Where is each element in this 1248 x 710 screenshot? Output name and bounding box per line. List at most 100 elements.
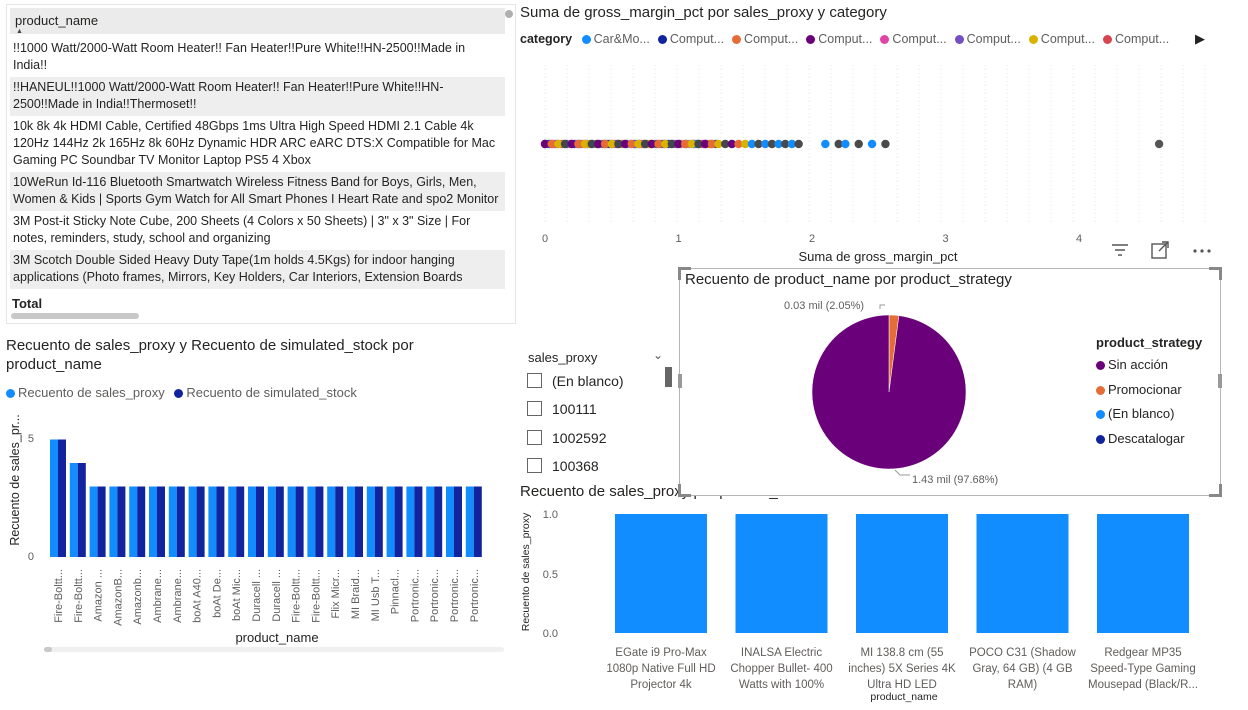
scatter-legend-item[interactable]: Comput... <box>880 32 947 46</box>
scatter-point[interactable] <box>767 139 777 149</box>
bar[interactable] <box>315 486 324 558</box>
resize-side-handle[interactable] <box>1218 374 1222 388</box>
checkbox[interactable] <box>527 430 542 445</box>
vertical-scrollbar-thumb[interactable] <box>505 10 513 18</box>
bar[interactable] <box>335 486 344 558</box>
table-row[interactable]: 3M Scotch Double Sided Heavy Duty Tape(1… <box>10 250 505 289</box>
scatter-point[interactable] <box>627 139 636 149</box>
table-row[interactable]: !!HANEUL!!1000 Watt/2000-Watt Room Heate… <box>10 77 505 116</box>
scatter-point[interactable] <box>701 139 710 149</box>
bar[interactable] <box>137 486 146 558</box>
scatter-point[interactable] <box>680 139 690 149</box>
bar[interactable] <box>366 486 375 558</box>
bar[interactable] <box>58 439 66 558</box>
scatter-point[interactable] <box>727 139 737 149</box>
scatter-point[interactable] <box>687 139 697 149</box>
table-row[interactable]: 3M Post-it Sticky Note Cube, 200 Sheets … <box>13 214 471 245</box>
scatter-point[interactable] <box>881 139 890 149</box>
scatter-point[interactable] <box>714 139 723 149</box>
scatter-point[interactable] <box>747 139 757 149</box>
scatter-point[interactable] <box>634 139 643 149</box>
scatter-legend-item[interactable]: Comput... <box>806 32 872 46</box>
bar[interactable] <box>69 463 78 557</box>
bar[interactable] <box>473 486 482 558</box>
scatter-point[interactable] <box>540 139 550 149</box>
table-row[interactable]: !!1000 Watt/2000-Watt Room Heater!! Fan … <box>13 41 466 72</box>
bar[interactable] <box>236 486 245 558</box>
bar[interactable] <box>327 486 336 558</box>
bar[interactable] <box>446 486 454 558</box>
checkbox[interactable] <box>527 458 542 473</box>
slicer-item[interactable]: 1002592 <box>527 430 607 446</box>
bar[interactable] <box>454 486 462 558</box>
bar[interactable] <box>295 486 304 558</box>
resize-corner-handle[interactable] <box>1209 267 1222 280</box>
bar[interactable] <box>426 486 435 558</box>
filter-icon[interactable] <box>1110 240 1130 260</box>
pie-slice[interactable] <box>811 314 967 470</box>
bar[interactable] <box>89 486 98 558</box>
chart-scroll-thumb[interactable] <box>44 647 52 652</box>
bar[interactable] <box>1097 514 1189 633</box>
scatter-point[interactable] <box>741 139 750 149</box>
slicer-item[interactable]: (En blanco) <box>527 373 624 389</box>
resize-corner-handle[interactable] <box>1209 484 1222 497</box>
bar[interactable] <box>216 486 225 558</box>
column-header-product-name[interactable]: product_name <box>15 13 99 28</box>
slicer-item[interactable]: 100368 <box>527 458 599 474</box>
sort-ascending-icon[interactable]: ▲ <box>16 28 23 35</box>
scatter-point[interactable] <box>794 139 803 149</box>
scatter-legend-item[interactable]: Comput... <box>657 32 724 46</box>
table-row[interactable]: 10WeRun Id-116 Bluetooth Smartwatch Wire… <box>10 172 505 211</box>
scatter-point[interactable] <box>647 139 656 149</box>
scatter-point[interactable] <box>640 139 650 149</box>
scatter-point[interactable] <box>694 139 703 149</box>
scatter-legend-item[interactable]: Comput... <box>732 32 798 46</box>
checkbox[interactable] <box>527 401 542 416</box>
resize-corner-handle[interactable] <box>678 484 691 497</box>
bar[interactable] <box>129 486 138 558</box>
bar[interactable] <box>168 486 177 558</box>
resize-corner-handle[interactable] <box>678 267 691 280</box>
scatter-point[interactable] <box>660 139 670 149</box>
bar[interactable] <box>615 514 707 633</box>
legend-next-arrow-icon[interactable]: ▶ <box>1195 31 1205 46</box>
scatter-point[interactable] <box>841 139 850 149</box>
scatter-point[interactable] <box>854 139 863 149</box>
bar[interactable] <box>735 514 828 633</box>
bar[interactable] <box>434 486 443 558</box>
scatter-legend-item[interactable]: Comput... <box>954 32 1021 46</box>
bar[interactable] <box>97 486 106 558</box>
scatter-point[interactable] <box>580 139 590 149</box>
scatter-point[interactable] <box>554 139 563 149</box>
scatter-point[interactable] <box>754 139 763 149</box>
resize-side-handle[interactable] <box>678 374 682 388</box>
bar[interactable] <box>347 486 355 558</box>
scatter-point[interactable] <box>567 139 576 149</box>
scatter-point[interactable] <box>560 139 570 149</box>
bar[interactable] <box>355 486 363 558</box>
scatter-point[interactable] <box>707 139 717 149</box>
scatter-point[interactable] <box>821 139 830 149</box>
scatter-point[interactable] <box>547 139 556 149</box>
scatter-point[interactable] <box>674 139 683 149</box>
scatter-point[interactable] <box>761 139 770 149</box>
bar[interactable] <box>208 486 217 558</box>
slicer-scrollbar-thumb[interactable] <box>665 367 672 387</box>
chart-scroll-track[interactable] <box>44 647 504 652</box>
scatter-legend-item[interactable]: Comput... <box>1028 32 1095 46</box>
bar[interactable] <box>465 486 474 558</box>
scatter-point[interactable] <box>867 139 877 149</box>
scatter-point[interactable] <box>594 139 603 149</box>
scatter-point[interactable] <box>587 139 596 149</box>
bar[interactable] <box>386 486 395 558</box>
table-row[interactable]: 10k 8k 4k HDMI Cable, Certified 48Gbps 1… <box>13 119 496 167</box>
bar[interactable] <box>176 486 185 558</box>
scatter-point[interactable] <box>721 139 730 149</box>
bar[interactable] <box>406 486 415 558</box>
bar[interactable] <box>256 486 264 558</box>
scatter-point[interactable] <box>1154 139 1164 149</box>
slicer-item[interactable]: 100111 <box>527 401 597 417</box>
scatter-point[interactable] <box>574 139 583 149</box>
bar[interactable] <box>275 486 284 558</box>
